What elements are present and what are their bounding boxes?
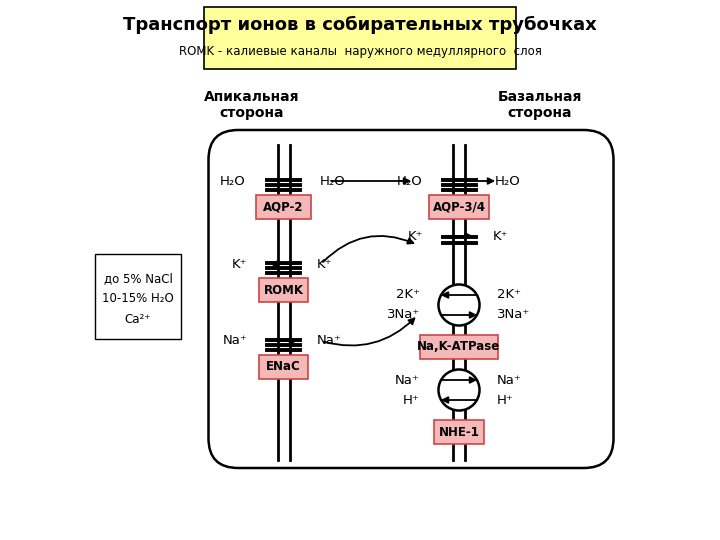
Text: AQP-2: AQP-2 (264, 200, 304, 213)
Text: AQP-3/4: AQP-3/4 (433, 200, 485, 213)
FancyBboxPatch shape (434, 420, 484, 444)
Text: до 5% NaCl: до 5% NaCl (104, 272, 172, 285)
Text: ROMK: ROMK (264, 284, 304, 296)
Text: ROMK - калиевые каналы  наружного медуллярного  слоя: ROMK - калиевые каналы наружного медулля… (179, 45, 541, 58)
FancyBboxPatch shape (256, 195, 310, 219)
Text: H₂O: H₂O (397, 174, 423, 187)
Text: 10-15% H₂O: 10-15% H₂O (102, 292, 174, 305)
Circle shape (438, 285, 480, 326)
Text: Ca²⁺: Ca²⁺ (125, 313, 151, 326)
Text: H⁺: H⁺ (403, 394, 420, 407)
FancyBboxPatch shape (204, 7, 516, 69)
FancyBboxPatch shape (429, 195, 489, 219)
Text: Na⁺: Na⁺ (395, 374, 420, 387)
Text: Базальная
сторона: Базальная сторона (498, 90, 582, 120)
Text: ENaC: ENaC (266, 361, 301, 374)
Text: 3Na⁺: 3Na⁺ (387, 308, 420, 321)
Text: K⁺: K⁺ (318, 258, 333, 271)
Text: H₂O: H₂O (495, 174, 521, 187)
FancyBboxPatch shape (258, 355, 308, 379)
Text: Na⁺: Na⁺ (222, 334, 248, 348)
Text: Апикальная
сторона: Апикальная сторона (204, 90, 299, 120)
FancyBboxPatch shape (95, 254, 181, 339)
FancyBboxPatch shape (258, 279, 308, 302)
Text: 3Na⁺: 3Na⁺ (497, 308, 530, 321)
Text: Na⁺: Na⁺ (318, 334, 342, 348)
Text: H₂O: H₂O (220, 174, 246, 187)
FancyBboxPatch shape (209, 130, 613, 468)
Text: H₂O: H₂O (320, 174, 346, 187)
Text: K⁺: K⁺ (232, 258, 248, 271)
Text: 2K⁺: 2K⁺ (396, 288, 420, 301)
Text: Транспорт ионов в собирательных трубочках: Транспорт ионов в собирательных трубочка… (123, 16, 597, 33)
Text: Na⁺: Na⁺ (497, 374, 521, 387)
Text: H⁺: H⁺ (497, 394, 513, 407)
Text: NHE-1: NHE-1 (438, 426, 480, 438)
Circle shape (438, 369, 480, 410)
Text: Na,K-ATPase: Na,K-ATPase (418, 341, 500, 354)
Text: K⁺: K⁺ (492, 230, 508, 242)
Text: K⁺: K⁺ (408, 230, 423, 242)
Text: 2K⁺: 2K⁺ (497, 288, 521, 301)
FancyBboxPatch shape (420, 335, 498, 359)
